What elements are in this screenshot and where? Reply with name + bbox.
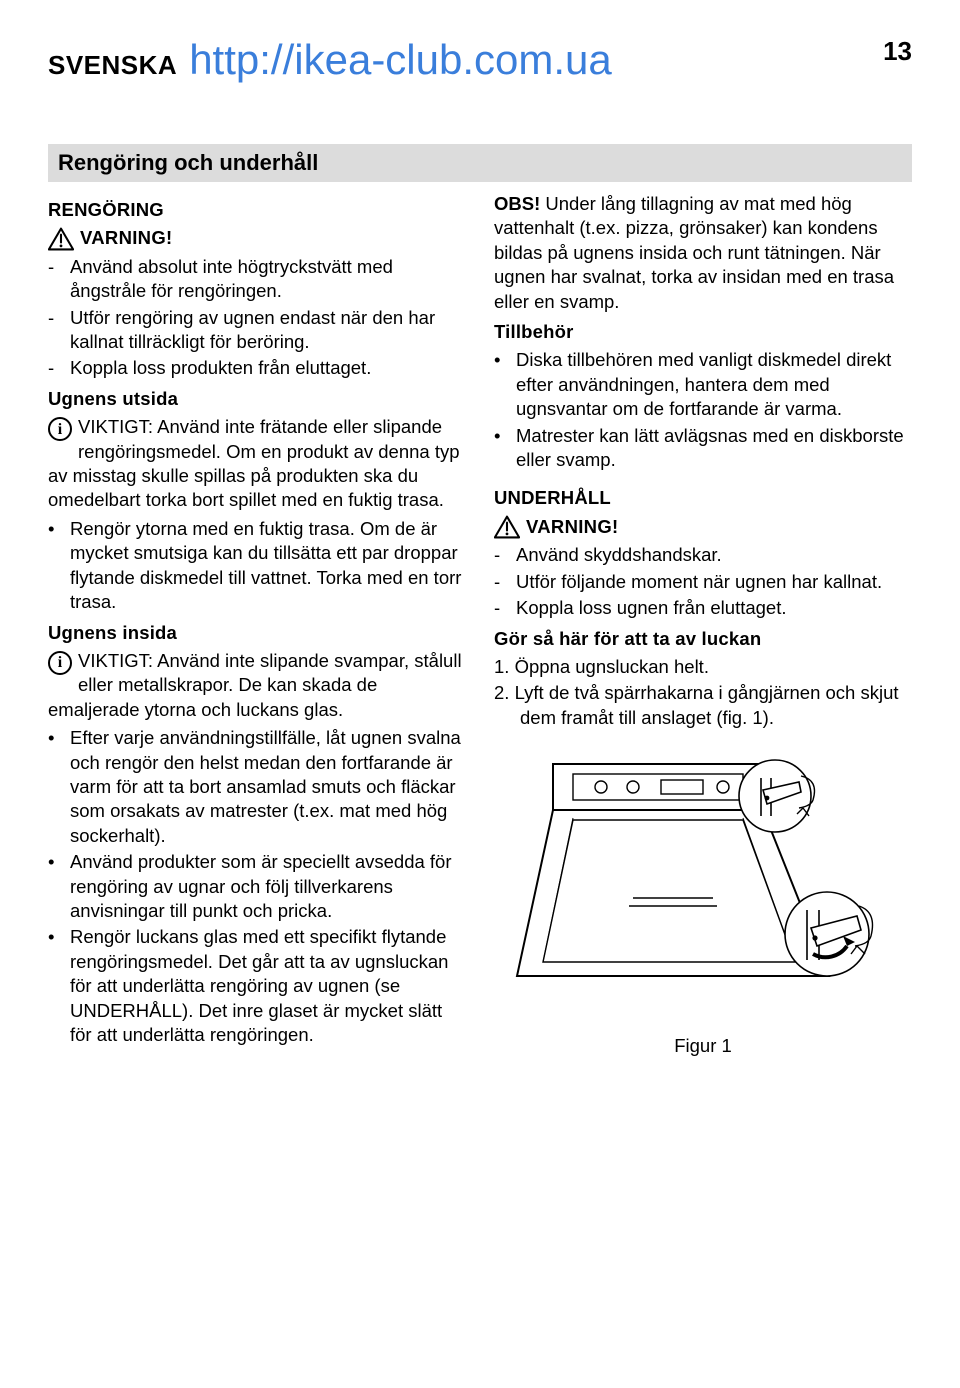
list-item: Använd absolut inte högtryckstvätt med å… bbox=[48, 255, 466, 304]
info-block-insida: i VIKTIGT: Använd inte slipande svampar,… bbox=[48, 649, 466, 722]
info-text-utsida: VIKTIGT: Använd inte frätande eller slip… bbox=[48, 416, 460, 510]
utsida-bullets: Rengör ytorna med en fuktig trasa. Om de… bbox=[48, 517, 466, 615]
warning-label: VARNING! bbox=[80, 226, 173, 250]
right-column: OBS! Under lång tillagning av mat med hö… bbox=[494, 192, 912, 1059]
warning-list-left: Använd absolut inte högtryckstvätt med å… bbox=[48, 255, 466, 381]
obs-paragraph: OBS! Under lång tillagning av mat med hö… bbox=[494, 192, 912, 314]
heading-underhall: UNDERHÅLL bbox=[494, 486, 912, 510]
language-label: SVENSKA bbox=[48, 50, 177, 81]
warning-triangle-icon bbox=[48, 227, 74, 251]
warning-row-right: VARNING! bbox=[494, 515, 912, 539]
heading-utsida: Ugnens utsida bbox=[48, 387, 466, 411]
tillbehor-bullets: Diska tillbehören med vanligt diskmedel … bbox=[494, 348, 912, 472]
page-number: 13 bbox=[883, 36, 912, 67]
info-block-utsida: i VIKTIGT: Använd inte frätande eller sl… bbox=[48, 415, 466, 513]
figure-1: Figur 1 bbox=[494, 746, 912, 1058]
insida-bullets: Efter varje användningstillfälle, låt ug… bbox=[48, 726, 466, 1047]
left-column: RENGÖRING VARNING! Använd absolut inte h… bbox=[48, 192, 466, 1059]
list-item: Rengör luckans glas med ett specifikt fl… bbox=[48, 925, 466, 1047]
list-item: 1. Öppna ugnsluckan helt. bbox=[494, 655, 912, 679]
list-item: Efter varje användningstillfälle, låt ug… bbox=[48, 726, 466, 848]
heading-luckan: Gör så här för att ta av luckan bbox=[494, 627, 912, 651]
obs-text: Under lång tillagning av mat med hög vat… bbox=[494, 193, 894, 312]
oven-door-diagram-icon bbox=[513, 746, 893, 1026]
info-text-insida: VIKTIGT: Använd inte slipande svampar, s… bbox=[48, 650, 462, 720]
warning-row: VARNING! bbox=[48, 226, 466, 250]
list-item: Utför följande moment när ugnen har kall… bbox=[494, 570, 912, 594]
list-item: Använd skyddshandskar. bbox=[494, 543, 912, 567]
warning-label: VARNING! bbox=[526, 515, 619, 539]
two-column-body: RENGÖRING VARNING! Använd absolut inte h… bbox=[48, 192, 912, 1059]
luckan-steps: 1. Öppna ugnsluckan helt. 2. Lyft de två… bbox=[494, 655, 912, 730]
list-item: Matrester kan lätt avlägsnas med en disk… bbox=[494, 424, 912, 473]
list-item: Koppla loss ugnen från eluttaget. bbox=[494, 596, 912, 620]
watermark-url: http://ikea-club.com.ua bbox=[189, 36, 612, 84]
list-item: Rengör ytorna med en fuktig trasa. Om de… bbox=[48, 517, 466, 615]
list-item: Utför rengöring av ugnen endast när den … bbox=[48, 306, 466, 355]
heading-tillbehor: Tillbehör bbox=[494, 320, 912, 344]
warning-triangle-icon bbox=[494, 515, 520, 539]
list-item: Koppla loss produkten från eluttaget. bbox=[48, 356, 466, 380]
info-icon: i bbox=[48, 417, 72, 441]
heading-insida: Ugnens insida bbox=[48, 621, 466, 645]
heading-rengoring: RENGÖRING bbox=[48, 198, 466, 222]
page-header: SVENSKA http://ikea-club.com.ua bbox=[48, 36, 912, 84]
list-item: 2. Lyft de två spärrhakarna i gångjärnen… bbox=[494, 681, 912, 730]
warning-list-right: Använd skyddshandskar. Utför följande mo… bbox=[494, 543, 912, 620]
list-item: Diska tillbehören med vanligt diskmedel … bbox=[494, 348, 912, 421]
section-title-bar: Rengöring och underhåll bbox=[48, 144, 912, 182]
figure-caption: Figur 1 bbox=[674, 1034, 732, 1058]
info-icon: i bbox=[48, 651, 72, 675]
list-item: Använd produkter som är speciellt avsedd… bbox=[48, 850, 466, 923]
